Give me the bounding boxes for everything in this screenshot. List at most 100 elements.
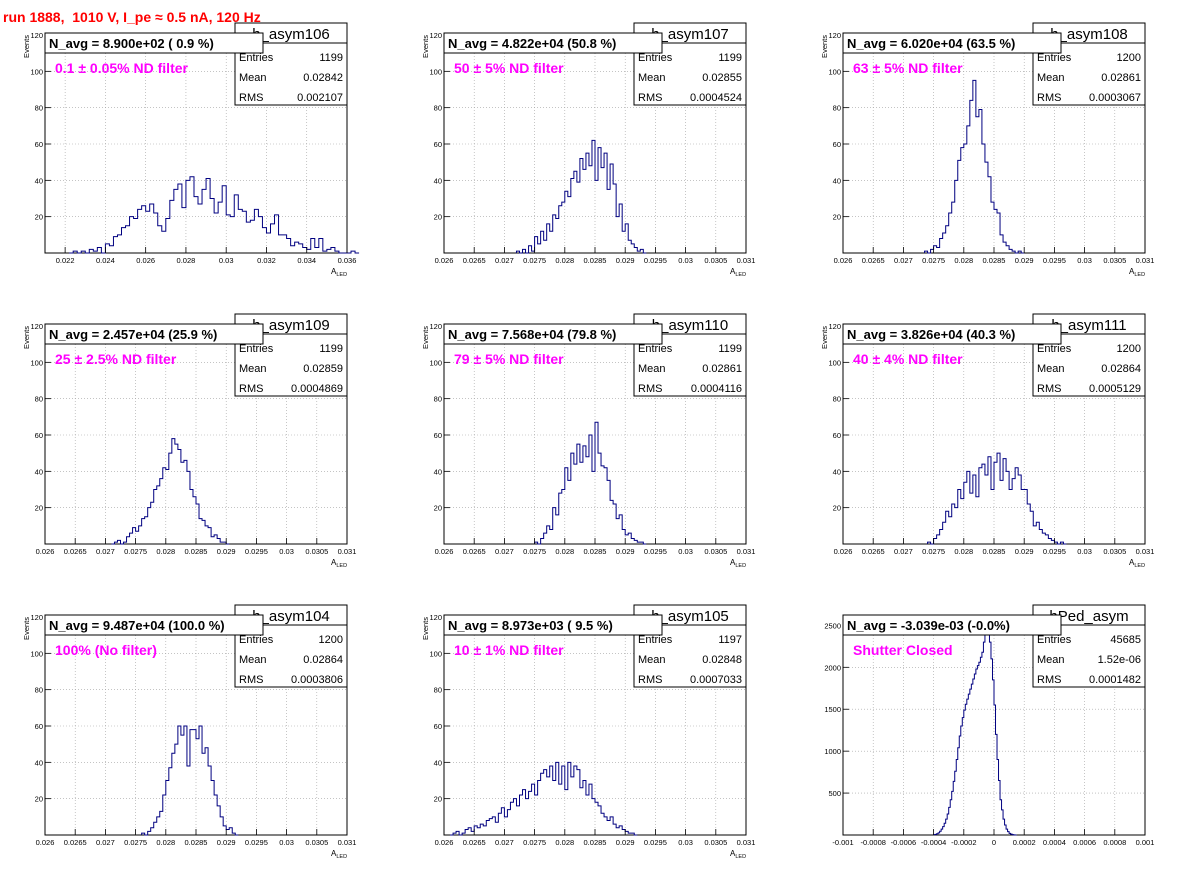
stats-label: Entries (1037, 52, 1072, 64)
histogram-panel-h_asym109: 0.026 0.0265 0.027 0.0275 0.028 0.0285 0.029 0.… (22, 313, 356, 569)
x-axis-label: ALED (331, 558, 347, 569)
x-tick-label: 0.0265 (862, 256, 885, 265)
y-tick-label: 100 (429, 358, 442, 367)
histogram-line (515, 139, 647, 254)
x-tick-label: 0.0305 (704, 256, 727, 265)
n-avg-box (443, 323, 663, 345)
filter-annotation: 10 ± 1% ND filter (454, 642, 564, 658)
n-avg-box (842, 32, 1062, 54)
stats-label: Entries (239, 52, 274, 64)
x-tick-label: 0.032 (257, 256, 276, 265)
x-tick-label: 0.03 (678, 256, 693, 265)
x-tick-label: 0.03 (678, 547, 693, 556)
stats-value: 0.0005129 (1089, 383, 1141, 395)
y-tick-label: 20 (833, 213, 841, 222)
y-tick-label: 80 (434, 686, 442, 695)
y-tick-label: 100 (429, 67, 442, 76)
y-tick-label: 120 (828, 322, 841, 331)
stats-label: Mean (638, 654, 666, 666)
x-axis-label-main: A (730, 558, 736, 567)
filter-annotation: 79 ± 5% ND filter (454, 351, 564, 367)
filter-annotation: Shutter Closed (853, 642, 953, 658)
stats-label: Mean (638, 363, 666, 375)
stats-label: Mean (239, 654, 267, 666)
x-tick-label: 0.026 (36, 547, 55, 556)
y-tick-label: 100 (828, 67, 841, 76)
x-axis-label-sub: LED (336, 854, 347, 860)
y-tick-label: 40 (434, 176, 442, 185)
histogram-panel-h_asym111: 0.026 0.0265 0.027 0.0275 0.028 0.0285 0.029 0.… (820, 313, 1154, 569)
y-axis-label: Events (421, 617, 430, 640)
x-tick-label: 0.0305 (1103, 256, 1126, 265)
histogram-panel-hPed_asym: -0.001 -0.0008 -0.0006 -0.0004 -0.0002 0 0.000… (824, 604, 1154, 847)
x-tick-label: 0.0305 (704, 547, 727, 556)
x-tick-label: 0.0285 (584, 256, 607, 265)
filter-annotation: 100% (No filter) (55, 642, 157, 658)
stats-label: Mean (1037, 363, 1065, 375)
y-tick-label: 20 (35, 504, 43, 513)
y-tick-label: 100 (30, 358, 43, 367)
histogram-line (924, 79, 1025, 254)
x-axis-label: ALED (331, 267, 347, 278)
x-tick-label: 0.03 (678, 838, 693, 847)
x-tick-label: 0.027 (495, 838, 514, 847)
n-avg-label: N_avg = 4.822e+04 (50.8 %) (448, 36, 616, 51)
histogram-line (927, 452, 1067, 545)
stats-value: 0.0004524 (690, 92, 742, 104)
y-axis-label: Events (820, 35, 829, 58)
stats-value: 0.0003806 (291, 674, 343, 686)
stats-label: Mean (1037, 654, 1065, 666)
x-tick-label: 0.029 (616, 547, 635, 556)
stats-value: 0.02864 (303, 654, 343, 666)
x-axis-label: ALED (730, 267, 746, 278)
x-tick-label: -0.001 (832, 838, 853, 847)
stats-label: RMS (638, 92, 662, 104)
stats-value: 0.0007033 (690, 674, 742, 686)
stats-value: 0.02848 (702, 654, 742, 666)
stats-value: 1200 (1117, 343, 1141, 355)
stats-label: RMS (638, 674, 662, 686)
x-axis-label: ALED (1129, 558, 1145, 569)
x-tick-label: 0.0275 (523, 838, 546, 847)
y-tick-label: 120 (30, 613, 43, 622)
n-avg-label: N_avg = 7.568e+04 (79.8 %) (448, 327, 616, 342)
y-tick-label: 100 (828, 358, 841, 367)
y-tick-label: 80 (35, 104, 43, 113)
x-tick-label: 0.0295 (644, 838, 667, 847)
y-tick-label: 40 (434, 758, 442, 767)
y-axis-label: Events (22, 326, 31, 349)
x-tick-label: 0.027 (495, 256, 514, 265)
histogram-panel-h_asym108: 0.026 0.0265 0.027 0.0275 0.028 0.0285 0.029 0.… (820, 22, 1154, 278)
x-tick-label: 0.0006 (1073, 838, 1096, 847)
x-tick-label: 0.028 (555, 547, 574, 556)
x-tick-label: 0.031 (338, 838, 357, 847)
x-tick-label: 0.027 (96, 838, 115, 847)
y-axis-label: Events (421, 35, 430, 58)
x-tick-label: 0.031 (737, 838, 756, 847)
stats-label: Mean (1037, 72, 1065, 84)
x-tick-label: 0.03 (1077, 547, 1092, 556)
x-tick-label: 0.028 (156, 547, 175, 556)
stats-value: 1199 (319, 52, 343, 64)
filter-annotation: 63 ± 5% ND filter (853, 60, 963, 76)
y-tick-label: 60 (35, 722, 43, 731)
y-tick-label: 120 (30, 322, 43, 331)
y-tick-label: 80 (35, 395, 43, 404)
x-tick-label: 0.0275 (124, 838, 147, 847)
y-tick-label: 80 (434, 104, 442, 113)
y-tick-label: 80 (35, 686, 43, 695)
y-tick-label: 1000 (824, 747, 841, 756)
x-axis-label-main: A (1129, 267, 1135, 276)
stats-title: h_asym110 (652, 317, 728, 334)
x-tick-label: 0.0285 (584, 547, 607, 556)
x-axis-label-sub: LED (336, 272, 347, 278)
stats-value: 0.002107 (297, 92, 343, 104)
x-tick-label: 0.0004 (1043, 838, 1066, 847)
stats-value: 0.0001482 (1089, 674, 1141, 686)
x-tick-label: 0.0285 (983, 256, 1006, 265)
n-avg-label: N_avg = 2.457e+04 (25.9 %) (49, 327, 217, 342)
x-axis-label-sub: LED (1134, 563, 1145, 569)
x-tick-label: 0.0275 (124, 547, 147, 556)
n-avg-label: N_avg = 9.487e+04 (100.0 %) (49, 618, 225, 633)
stats-value: 0.02861 (702, 363, 742, 375)
